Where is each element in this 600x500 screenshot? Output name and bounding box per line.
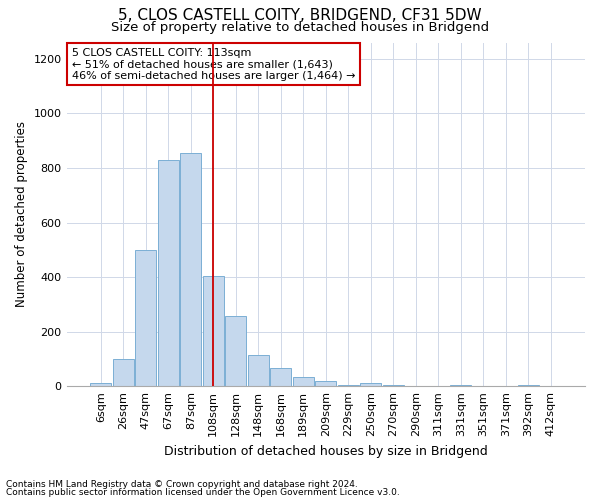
Y-axis label: Number of detached properties: Number of detached properties xyxy=(15,122,28,308)
Bar xyxy=(180,153,202,386)
Bar xyxy=(135,250,157,386)
Bar xyxy=(360,384,382,386)
Bar xyxy=(293,377,314,386)
Bar xyxy=(90,384,112,386)
Bar xyxy=(338,385,359,386)
Bar xyxy=(158,160,179,386)
Bar xyxy=(225,316,247,386)
Text: 5 CLOS CASTELL COITY: 113sqm
← 51% of detached houses are smaller (1,643)
46% of: 5 CLOS CASTELL COITY: 113sqm ← 51% of de… xyxy=(72,48,355,81)
Bar xyxy=(270,368,292,386)
Bar xyxy=(518,385,539,386)
Bar xyxy=(450,385,472,386)
Bar xyxy=(383,385,404,386)
Text: Contains public sector information licensed under the Open Government Licence v3: Contains public sector information licen… xyxy=(6,488,400,497)
Bar xyxy=(203,276,224,386)
X-axis label: Distribution of detached houses by size in Bridgend: Distribution of detached houses by size … xyxy=(164,444,488,458)
Bar xyxy=(113,359,134,386)
Text: 5, CLOS CASTELL COITY, BRIDGEND, CF31 5DW: 5, CLOS CASTELL COITY, BRIDGEND, CF31 5D… xyxy=(118,8,482,22)
Text: Contains HM Land Registry data © Crown copyright and database right 2024.: Contains HM Land Registry data © Crown c… xyxy=(6,480,358,489)
Bar xyxy=(248,355,269,386)
Text: Size of property relative to detached houses in Bridgend: Size of property relative to detached ho… xyxy=(111,21,489,34)
Bar xyxy=(315,380,337,386)
